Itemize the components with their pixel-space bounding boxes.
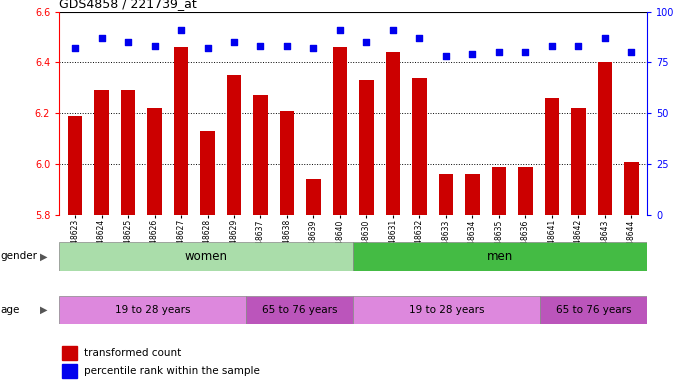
Bar <box>148 108 161 215</box>
Bar <box>253 96 268 215</box>
Point <box>626 49 637 55</box>
Point <box>520 49 531 55</box>
Text: percentile rank within the sample: percentile rank within the sample <box>84 366 260 376</box>
Bar <box>598 62 612 215</box>
Bar <box>62 364 77 378</box>
Point <box>467 51 478 57</box>
Bar <box>59 242 354 271</box>
Bar <box>306 179 321 215</box>
Text: 19 to 28 years: 19 to 28 years <box>409 305 484 315</box>
Point <box>414 35 425 41</box>
Point <box>334 27 345 33</box>
Point <box>96 35 107 41</box>
Point <box>70 45 81 51</box>
Bar <box>333 47 347 215</box>
Bar <box>571 108 586 215</box>
Point <box>599 35 610 41</box>
Point <box>308 45 319 51</box>
Bar <box>94 90 109 215</box>
Point <box>228 39 239 45</box>
Bar <box>624 162 639 215</box>
Point <box>388 27 399 33</box>
Text: GDS4858 / 221739_at: GDS4858 / 221739_at <box>59 0 197 10</box>
Text: women: women <box>184 250 228 263</box>
Text: gender: gender <box>1 251 38 262</box>
Bar <box>174 47 189 215</box>
Bar <box>540 296 647 324</box>
Bar <box>438 174 453 215</box>
Bar <box>465 174 480 215</box>
Text: transformed count: transformed count <box>84 348 181 358</box>
Bar <box>59 296 246 324</box>
Text: ▶: ▶ <box>40 251 48 262</box>
Point <box>546 43 557 49</box>
Bar <box>359 80 374 215</box>
Point <box>175 27 187 33</box>
Point <box>361 39 372 45</box>
Text: age: age <box>1 305 20 315</box>
Bar <box>354 296 540 324</box>
Point <box>202 45 213 51</box>
Text: 65 to 76 years: 65 to 76 years <box>262 305 338 315</box>
Bar <box>412 78 427 215</box>
Point <box>281 43 292 49</box>
Point <box>493 49 505 55</box>
Bar <box>280 111 294 215</box>
Text: 19 to 28 years: 19 to 28 years <box>115 305 191 315</box>
Point <box>122 39 134 45</box>
Bar <box>227 75 242 215</box>
Text: 65 to 76 years: 65 to 76 years <box>556 305 631 315</box>
Bar <box>62 346 77 360</box>
Bar <box>518 167 532 215</box>
Point <box>573 43 584 49</box>
Bar <box>68 116 82 215</box>
Bar <box>200 131 215 215</box>
Point <box>149 43 160 49</box>
Bar <box>120 90 135 215</box>
Bar <box>491 167 506 215</box>
Bar <box>386 52 400 215</box>
Text: men: men <box>487 250 514 263</box>
Point <box>441 53 452 60</box>
Bar <box>545 98 559 215</box>
Text: ▶: ▶ <box>40 305 48 315</box>
Point <box>255 43 266 49</box>
Bar <box>246 296 354 324</box>
Bar <box>354 242 647 271</box>
